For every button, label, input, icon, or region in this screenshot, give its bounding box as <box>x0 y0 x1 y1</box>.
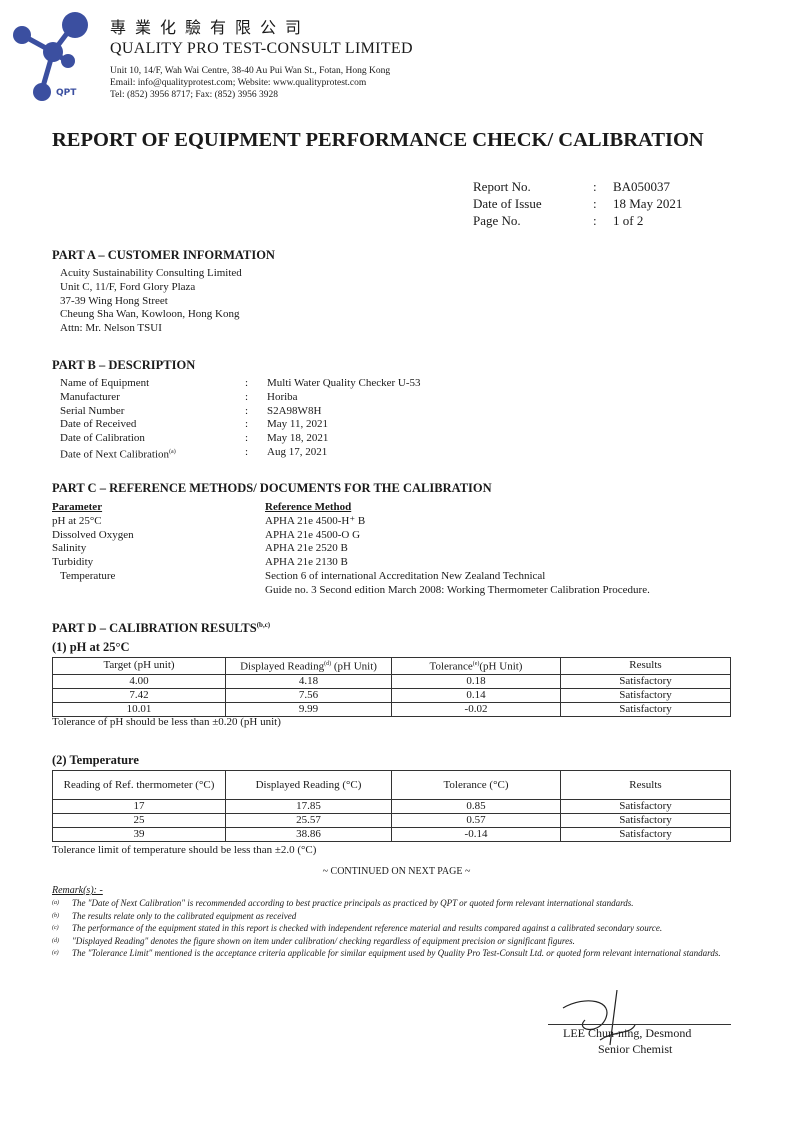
ph-results-table: Target (pH unit) Displayed Reading(d) (pH… <box>52 657 731 717</box>
ph-note: Tolerance of pH should be less than ±0.2… <box>52 716 281 728</box>
company-contact: Email: info@qualityprotest.com; Website:… <box>110 78 367 88</box>
company-name-cn: 專業化驗有限公司 <box>110 20 311 37</box>
report-meta: Report No.: BA050037 Date of Issue:18 May… <box>473 179 683 228</box>
signatory-position: Senior Chemist <box>598 1042 673 1056</box>
svg-text:QPT: QPT <box>56 88 77 98</box>
temperature-note: Tolerance limit of temperature should be… <box>52 844 317 856</box>
table-row: 4.00 4.18 0.18 Satisfactory <box>52 673 731 689</box>
part-a-heading: PART A – CUSTOMER INFORMATION <box>52 248 275 262</box>
date-of-issue: 18 May 2021 <box>613 196 683 211</box>
table-row: 17 17.85 0.85 Satisfactory <box>52 799 731 814</box>
signature-mark <box>562 990 636 1046</box>
table-row: 39 38.86 -0.14 Satisfactory <box>52 827 731 842</box>
page-no: 1 of 2 <box>613 213 644 228</box>
company-address: Unit 10, 14/F, Wah Wai Centre, 38-40 Au … <box>110 66 391 76</box>
temperature-results-table: Reading of Ref. thermometer (°C) Displaye… <box>52 770 731 842</box>
company-phone: Tel: (852) 3956 8717; Fax: (852) 3956 39… <box>110 90 278 100</box>
continued-note: ~ CONTINUED ON NEXT PAGE ~ <box>322 866 471 877</box>
part-b-heading: PART B – DESCRIPTION <box>52 358 196 372</box>
signature-line <box>548 1024 731 1025</box>
report-title: REPORT OF EQUIPMENT PERFORMANCE CHECK/ C… <box>52 129 704 151</box>
signatory-name: LEE Chun-ning, Desmond <box>563 1026 692 1040</box>
table-row: 7.42 7.56 0.14 Satisfactory <box>52 687 731 703</box>
remarks: Remark(s): - (a) The "Date of Next Calibr… <box>52 885 721 959</box>
table-row: 25 25.57 0.57 Satisfactory <box>52 813 731 828</box>
qpt-logo: QPT <box>13 12 88 101</box>
temperature-section-title: (2) Temperature <box>52 753 139 767</box>
customer-info: Acuity Sustainability Consulting Limited… <box>60 267 242 335</box>
report-no: BA050037 <box>613 179 671 194</box>
reference-methods-table: Parameter Reference Method pH at 25°C APHA… <box>52 501 650 596</box>
part-c-heading: PART C – REFERENCE METHODS/ DOCUMENTS FO… <box>52 481 492 495</box>
part-d-heading: PART D – CALIBRATION RESULTS(b,c) <box>52 621 271 636</box>
company-name: QUALITY PRO TEST-CONSULT LIMITED <box>110 40 413 57</box>
description-table: Name of Equipment: Multi Water Quality Ch… <box>60 377 421 461</box>
table-row: 10.01 9.99 -0.02 Satisfactory <box>52 701 731 717</box>
ph-section-title: (1) pH at 25°C <box>52 640 130 654</box>
